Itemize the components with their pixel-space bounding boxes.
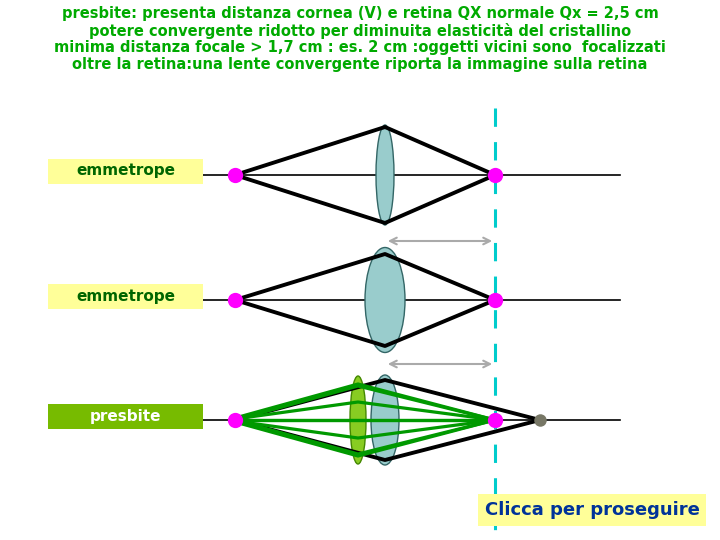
Ellipse shape	[350, 376, 366, 464]
Text: presbite: presenta distanza cornea (V) e retina QX normale Qx = 2,5 cm: presbite: presenta distanza cornea (V) e…	[62, 6, 658, 21]
Ellipse shape	[376, 125, 394, 225]
FancyBboxPatch shape	[48, 403, 203, 429]
Text: minima distanza focale > 1,7 cm : es. 2 cm :oggetti vicini sono  focalizzati: minima distanza focale > 1,7 cm : es. 2 …	[54, 40, 666, 55]
FancyBboxPatch shape	[48, 159, 203, 184]
Text: potere convergente ridotto per diminuita elasticità del cristallino: potere convergente ridotto per diminuita…	[89, 23, 631, 39]
Text: emmetrope: emmetrope	[76, 288, 175, 303]
FancyBboxPatch shape	[48, 284, 203, 308]
Text: oltre la retina:una lente convergente riporta la immagine sulla retina: oltre la retina:una lente convergente ri…	[72, 57, 648, 72]
FancyBboxPatch shape	[478, 494, 706, 526]
Text: presbite: presbite	[90, 408, 161, 423]
Ellipse shape	[365, 247, 405, 353]
Text: emmetrope: emmetrope	[76, 164, 175, 179]
Text: Clicca per proseguire: Clicca per proseguire	[485, 501, 699, 519]
Ellipse shape	[371, 375, 399, 465]
